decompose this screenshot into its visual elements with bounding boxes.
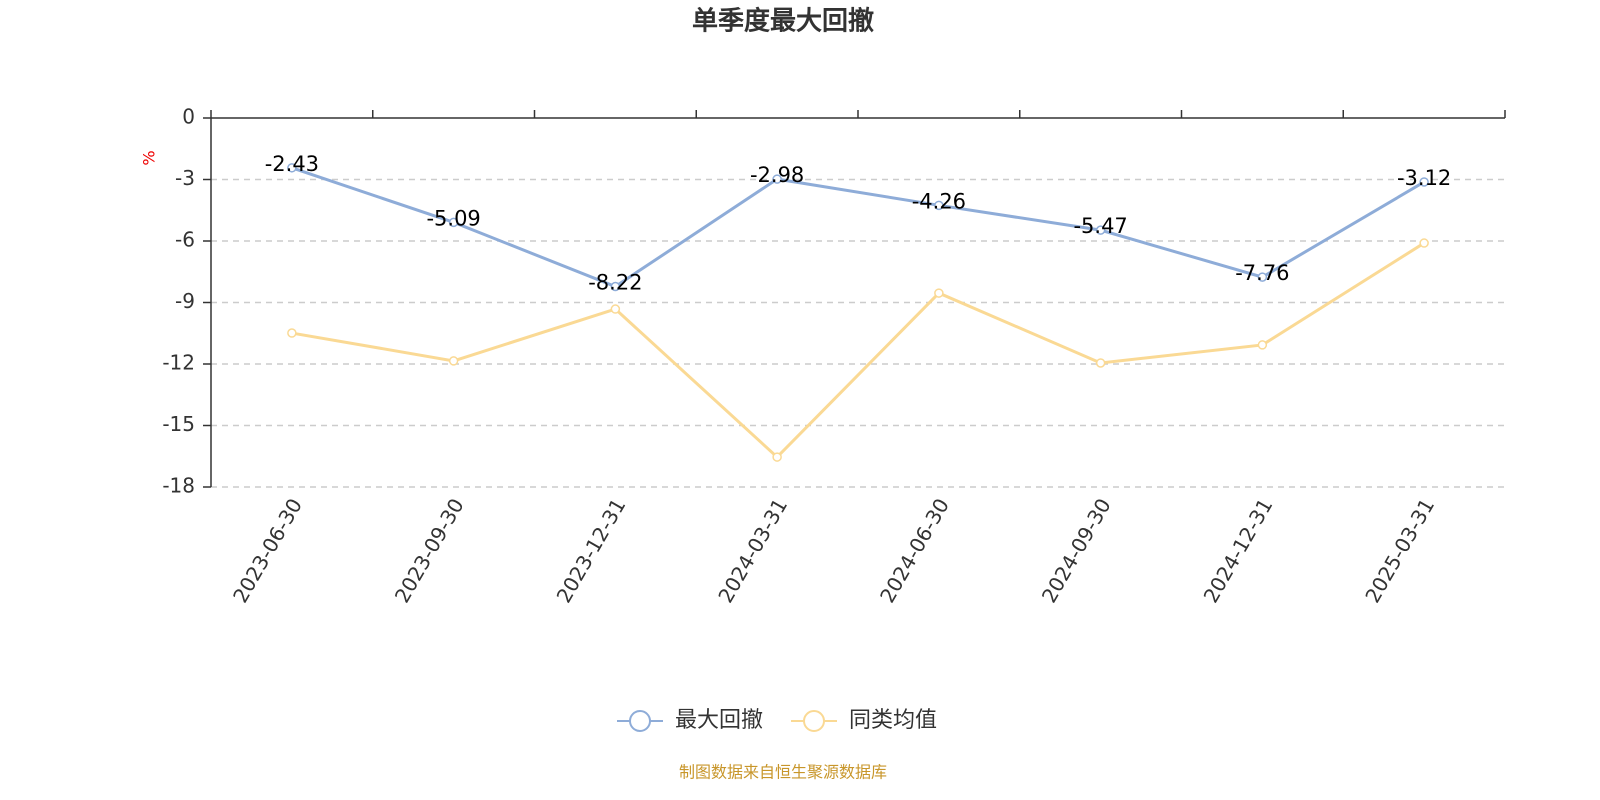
data-label: -4.26 — [912, 189, 966, 213]
data-point — [934, 200, 944, 211]
x-tick-label: 2024-09-30 — [1037, 494, 1116, 607]
data-point — [1095, 225, 1106, 235]
data-label: -2.43 — [265, 152, 319, 176]
chart-title: 单季度最大回撤 — [692, 6, 874, 37]
data-point — [772, 174, 782, 184]
y-tick-label: -15 — [162, 412, 195, 436]
x-tick-label: 2024-06-30 — [875, 494, 954, 607]
data-label: -7.76 — [1235, 261, 1289, 285]
y-tick-label: 0 — [182, 105, 195, 129]
data-point — [448, 356, 459, 366]
data-point — [287, 163, 297, 173]
data-label: -5.09 — [426, 206, 480, 230]
data-point — [448, 217, 459, 228]
data-point — [1419, 238, 1429, 248]
y-axis-label: % — [140, 150, 159, 165]
data-point — [934, 288, 944, 298]
x-tick-label: 2023-09-30 — [390, 494, 469, 607]
legend-label: 同类均值 — [849, 708, 937, 733]
data-label: -3.12 — [1397, 166, 1451, 190]
data-point — [1419, 177, 1429, 187]
data-label: -5.47 — [1073, 214, 1127, 238]
x-tick-label: 2023-06-30 — [228, 494, 307, 607]
y-tick-label: -6 — [175, 228, 195, 252]
y-tick-label: -12 — [162, 351, 195, 375]
x-tick-label: 2024-12-31 — [1199, 494, 1278, 607]
data-label: -2.98 — [750, 163, 804, 187]
legend-icon-marker — [803, 710, 825, 732]
x-tick-label: 2023-12-31 — [552, 494, 631, 607]
source-note: 制图数据来自恒生聚源数据库 — [679, 763, 887, 782]
data-point — [1257, 272, 1268, 282]
series-line — [291, 241, 1425, 460]
y-tick-label: -3 — [175, 166, 195, 190]
x-tick-label: 2025-03-31 — [1360, 494, 1439, 607]
legend-icon-marker — [629, 710, 651, 732]
data-point — [1257, 340, 1268, 350]
legend-label: 最大回撤 — [675, 708, 763, 733]
data-point — [1095, 358, 1106, 368]
data-point — [610, 304, 621, 314]
data-point — [287, 328, 297, 338]
y-tick-label: -9 — [175, 289, 195, 313]
y-tick-label: -18 — [162, 474, 195, 498]
data-label: -8.22 — [588, 271, 642, 295]
data-point — [610, 281, 621, 292]
data-point — [772, 452, 782, 462]
x-tick-label: 2024-03-31 — [713, 494, 792, 607]
series-line — [291, 166, 1425, 289]
